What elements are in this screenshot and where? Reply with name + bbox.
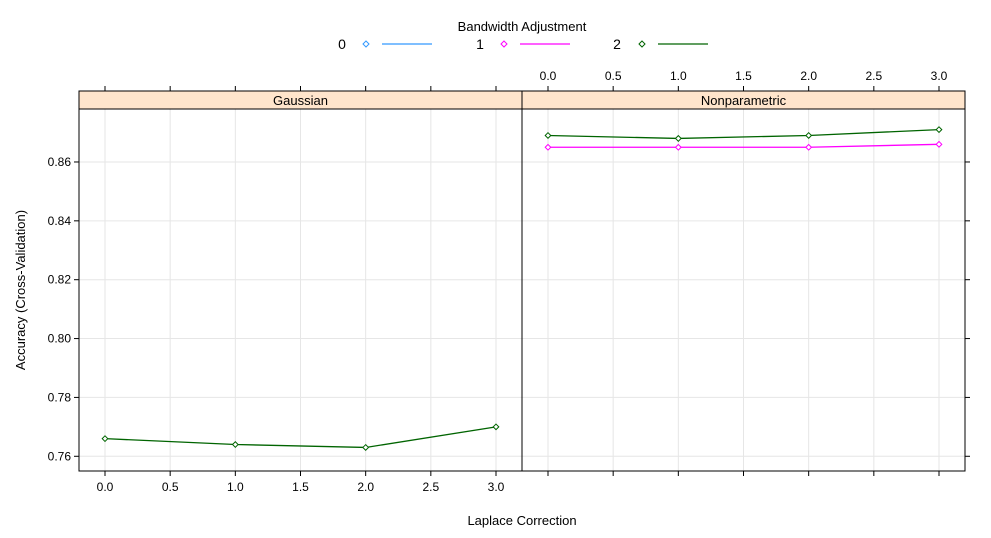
data-point-nonparametric-1-0: [544, 143, 552, 151]
x-tick-label-bottom-4: 2.0: [357, 480, 374, 494]
data-point-nonparametric-1-1: [674, 143, 682, 151]
y-tick-label-1: 0.78: [48, 390, 72, 404]
x-tick-label-top-6: 3.0: [931, 69, 948, 83]
y-tick-label-5: 0.86: [48, 155, 72, 169]
legend-title: Bandwidth Adjustment: [458, 19, 587, 34]
legend-marker-2: [638, 40, 646, 48]
data-point-nonparametric-1-3: [935, 140, 943, 148]
x-tick-label-bottom-0: 0.0: [97, 480, 114, 494]
x-tick-label-top-1: 0.5: [605, 69, 622, 83]
y-tick-label-4: 0.84: [48, 214, 72, 228]
x-axis-title: Laplace Correction: [467, 513, 576, 528]
x-tick-label-bottom-5: 2.5: [422, 480, 439, 494]
x-tick-label-top-3: 1.5: [735, 69, 752, 83]
x-tick-label-top-4: 2.0: [800, 69, 817, 83]
data-point-gaussian-2-0: [101, 435, 109, 443]
x-tick-label-bottom-1: 0.5: [162, 480, 179, 494]
data-point-gaussian-2-1: [231, 441, 239, 449]
data-point-gaussian-2-3: [492, 423, 500, 431]
data-point-nonparametric-2-3: [935, 126, 943, 134]
legend-label-2: 2: [613, 36, 621, 52]
data-point-nonparametric-2-2: [805, 131, 813, 139]
legend-label-0: 0: [338, 36, 346, 52]
y-axis-title: Accuracy (Cross-Validation): [13, 210, 28, 370]
data-point-nonparametric-2-1: [674, 134, 682, 142]
series-line-gaussian-2: [104, 426, 497, 449]
y-tick-label-0: 0.76: [48, 449, 72, 463]
y-tick-label-3: 0.82: [48, 273, 72, 287]
strip-label-nonparametric: Nonparametric: [701, 93, 787, 108]
x-tick-label-bottom-2: 1.0: [227, 480, 244, 494]
x-tick-label-top-0: 0.0: [540, 69, 557, 83]
x-tick-label-top-5: 2.5: [865, 69, 882, 83]
legend-marker-1: [500, 40, 508, 48]
data-point-nonparametric-2-0: [544, 131, 552, 139]
x-tick-label-top-2: 1.0: [670, 69, 687, 83]
data-point-gaussian-2-2: [362, 443, 370, 451]
series-line-nonparametric-1: [548, 143, 940, 148]
legend-label-1: 1: [476, 36, 484, 52]
legend-marker-0: [362, 40, 370, 48]
series-line-nonparametric-2: [547, 128, 940, 140]
strip-label-gaussian: Gaussian: [273, 93, 328, 108]
x-tick-label-bottom-6: 3.0: [488, 480, 505, 494]
y-tick-label-2: 0.80: [48, 332, 72, 346]
x-tick-label-bottom-3: 1.5: [292, 480, 309, 494]
data-point-nonparametric-1-2: [805, 143, 813, 151]
